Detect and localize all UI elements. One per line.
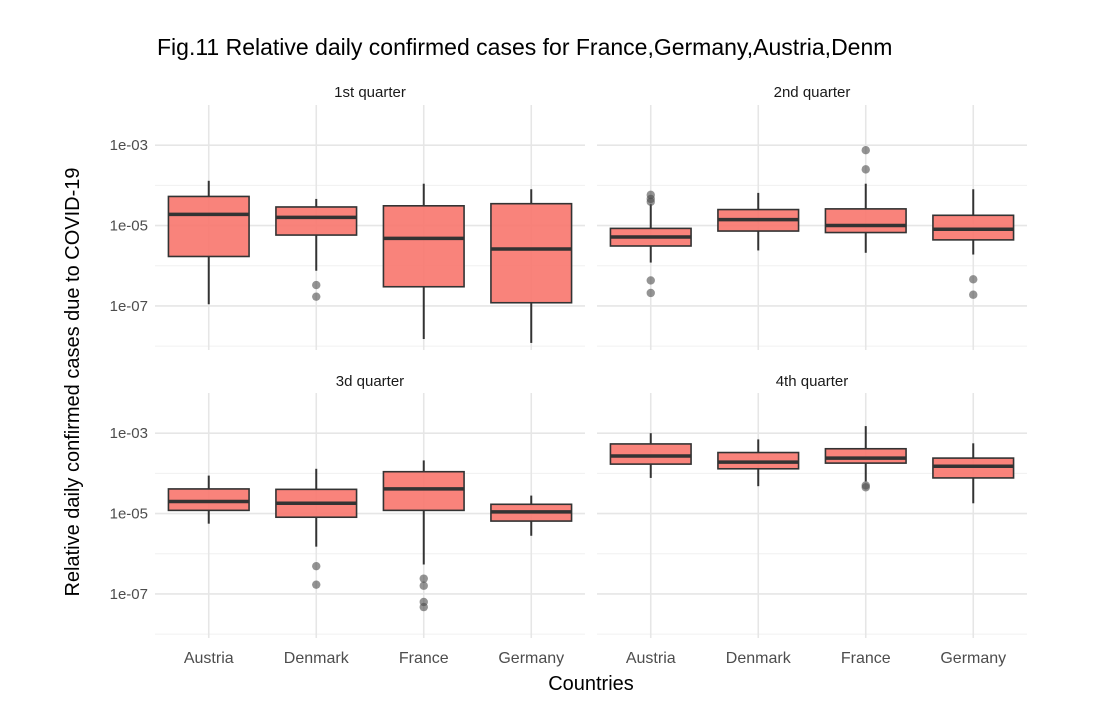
box-iqr <box>824 447 907 464</box>
x-axis-title: Countries <box>548 673 634 695</box>
box-iqr <box>167 488 250 512</box>
box-iqr <box>382 470 465 512</box>
outlier-point <box>419 602 428 612</box>
x-tick-label: France <box>399 650 449 667</box>
x-tick-label: Germany <box>498 650 564 667</box>
outlier-point <box>312 561 321 571</box>
y-tick-label: 1e-05 <box>110 218 148 235</box>
outlier-point <box>646 288 655 298</box>
box-denmark <box>717 192 800 251</box>
y-tick-label: 1e-07 <box>110 298 148 315</box>
chart-title: Fig.11 Relative daily confirmed cases fo… <box>157 34 892 60</box>
box-iqr <box>609 443 692 465</box>
box-france <box>824 426 907 492</box>
box-germany <box>932 443 1015 504</box>
facet-panel-1: 1st quarter 1e-03 1e-05 1e-07 <box>110 84 585 350</box>
y-tick-label: 1e-03 <box>110 425 148 442</box>
outlier-point <box>312 580 321 589</box>
x-tick-label: Denmark <box>726 650 792 667</box>
box-iqr <box>382 205 465 288</box>
x-tick-label: Denmark <box>284 650 350 667</box>
x-tick-label: Austria <box>184 650 234 667</box>
box-denmark <box>275 198 358 301</box>
facet-panels: 1st quarter 1e-03 1e-05 1e-07 2nd quarter 3d … <box>110 84 1027 667</box>
facet-panel-3: 3d quarter 1e-03 1e-05 1e-07 Austria Denmark F… <box>110 373 585 667</box>
box-france <box>382 183 465 340</box>
facet-label: 1st quarter <box>334 84 406 101</box>
box-germany <box>932 189 1015 299</box>
box-austria <box>609 433 692 478</box>
y-tick-label: 1e-03 <box>110 137 148 154</box>
outlier-point <box>969 275 978 284</box>
outlier-point <box>969 290 978 299</box>
box-iqr <box>490 202 573 304</box>
box-germany <box>490 189 573 343</box>
facet-panel-2: 2nd quarter <box>597 84 1027 350</box>
outlier-point <box>646 276 655 285</box>
facet-label: 4th quarter <box>776 373 849 390</box>
outlier-point <box>861 146 870 155</box>
outlier-point <box>419 574 428 583</box>
box-austria <box>167 475 250 524</box>
box-austria <box>167 180 250 305</box>
outlier-point <box>312 292 321 301</box>
outlier-point <box>419 581 428 590</box>
x-tick-label: Germany <box>940 650 1006 667</box>
facet-label: 2nd quarter <box>774 84 851 101</box>
y-tick-label: 1e-07 <box>110 586 148 603</box>
box-denmark <box>275 468 358 589</box>
outlier-point <box>861 483 870 492</box>
y-axis-title: Relative daily confirmed cases due to CO… <box>62 167 84 596</box>
box-denmark <box>717 439 800 487</box>
outlier-point <box>312 280 321 290</box>
box-iqr <box>275 206 358 236</box>
box-iqr <box>824 208 907 234</box>
box-france <box>382 460 465 612</box>
outlier-point <box>861 165 870 174</box>
facet-label: 3d quarter <box>336 373 404 390</box>
x-tick-label: France <box>841 650 891 667</box>
box-austria <box>609 190 692 298</box>
box-germany <box>490 495 573 536</box>
box-france <box>824 146 907 253</box>
x-tick-label: Austria <box>626 650 676 667</box>
outlier-point <box>646 197 655 207</box>
y-tick-label: 1e-05 <box>110 506 148 523</box>
facet-panel-4: 4th quarter Austria Denmark France Germany <box>597 373 1027 667</box>
box-iqr <box>167 195 250 258</box>
